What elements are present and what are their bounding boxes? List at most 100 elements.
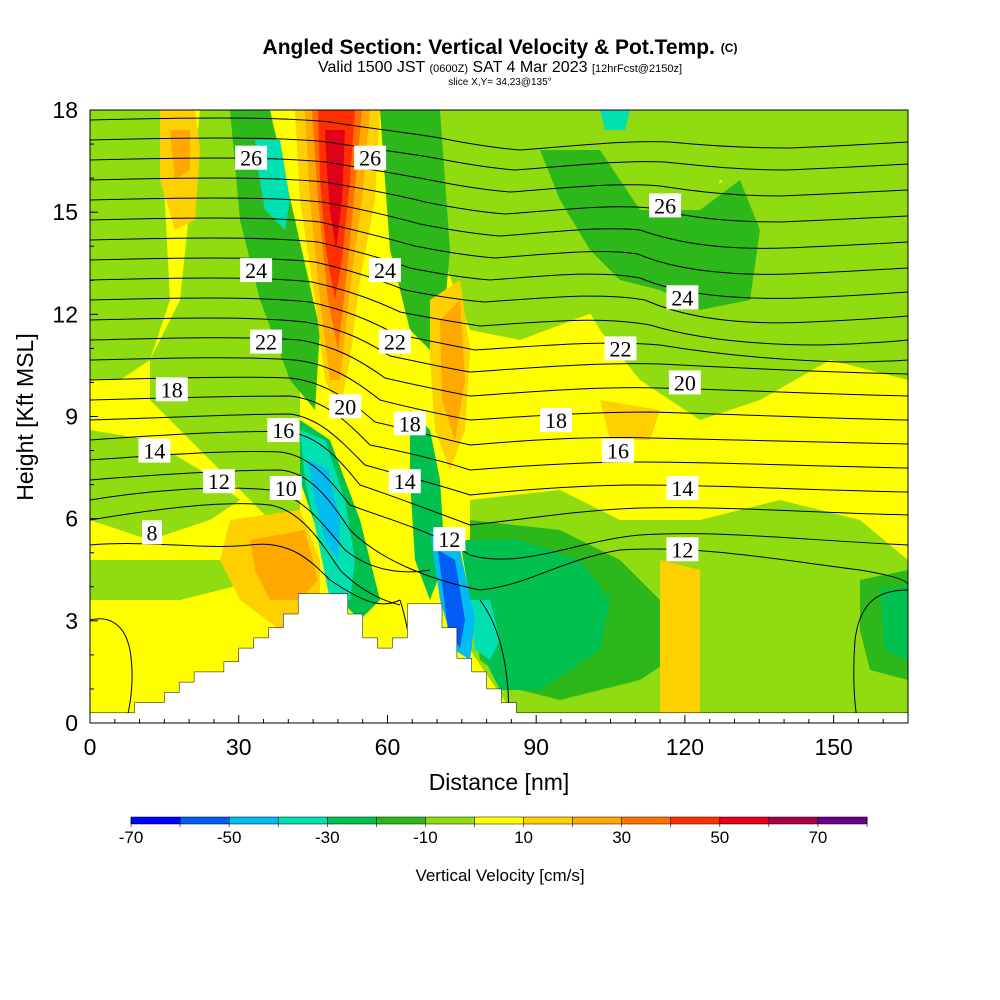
chart-title-block: Angled Section: Vertical Velocity & Pot.…	[0, 36, 1000, 88]
vv-region	[540, 150, 760, 310]
contour-label-box	[240, 258, 273, 283]
colorbar-tick-label: -30	[315, 828, 340, 847]
terrain	[90, 593, 908, 723]
y-tick-label: 6	[65, 506, 78, 532]
valid-time: Valid 1500 JST	[318, 59, 426, 76]
chart-title-text: Angled Section: Vertical Velocity & Pot.…	[262, 36, 715, 59]
contour-labels: 26 26 26 24 24 24 22 22 22 20 20 18 18 18 16 16 14 14 14 12…	[138, 145, 701, 562]
contour-label: 16	[267, 418, 300, 443]
vv-region	[90, 110, 170, 380]
contour-label: 12	[433, 527, 466, 552]
contour-label: 18	[155, 377, 188, 402]
contour-label-text: 18	[399, 411, 421, 436]
contour-label-text: 14	[394, 469, 416, 494]
contour-label-text: 8	[147, 520, 158, 545]
y-tick-label: 15	[52, 199, 78, 225]
contour-label-box	[393, 411, 426, 436]
theta-contour	[90, 317, 908, 375]
colorbar-tick-label: 10	[514, 828, 533, 847]
contour-label-box	[202, 469, 235, 494]
colorbar-tick-label: 30	[612, 828, 631, 847]
theta-contour	[90, 413, 908, 496]
y-tick-label: 9	[65, 404, 78, 430]
colorbar-swatch	[327, 817, 377, 824]
contour-label-box	[388, 469, 421, 494]
x-tick-label: 90	[523, 734, 549, 760]
contour-label-text: 26	[240, 146, 262, 171]
contour-label-text: 16	[272, 418, 294, 443]
contour-label-box	[138, 438, 171, 463]
contour-label-text: 14	[143, 439, 165, 464]
colorbar-swatch	[425, 817, 475, 824]
vv-region	[460, 540, 610, 690]
colorbar-swatch	[572, 817, 623, 824]
contour-label-box	[329, 394, 362, 419]
x-axis: 0 30 60 90 120 150	[84, 715, 884, 760]
colorbar-swatch	[376, 817, 426, 824]
y-tick-label: 12	[52, 301, 78, 327]
contour-label: 10	[269, 476, 302, 501]
theta-contour	[90, 137, 908, 171]
theta-contour	[90, 395, 908, 471]
contour-label: 26	[235, 145, 268, 171]
theta-contour	[90, 503, 401, 606]
theta-contour	[90, 177, 908, 223]
contour-label-box	[142, 520, 162, 545]
theta-contour	[90, 157, 908, 197]
contour-label-text: 18	[545, 408, 567, 433]
contour-label-box	[433, 527, 466, 552]
contour-label-text: 14	[671, 476, 693, 501]
theta-contour	[90, 431, 908, 526]
contour-label: 24	[666, 285, 699, 310]
contour-label-text: 22	[384, 330, 406, 355]
colorbar-swatch	[719, 817, 770, 824]
theta-contour	[90, 197, 908, 249]
vv-region	[170, 130, 190, 180]
vv-region	[600, 400, 660, 440]
contour-label-text: 18	[161, 377, 183, 402]
contour-label-box	[666, 537, 699, 562]
contour-label-box	[378, 329, 411, 354]
vv-region	[440, 300, 465, 440]
x-axis-label: Distance [nm]	[429, 769, 570, 795]
colorbar-swatch	[523, 817, 574, 824]
theta-contour	[90, 237, 908, 299]
contour-label-text: 12	[671, 537, 693, 562]
contour-label-text: 26	[654, 193, 676, 218]
valid-date: SAT 4 Mar 2023	[472, 59, 588, 76]
contour-label: 18	[393, 411, 426, 436]
contour-label: 22	[250, 329, 282, 355]
colorbar-swatch	[278, 817, 328, 824]
colorbar-swatch	[131, 817, 181, 824]
contour-label-box	[602, 438, 634, 463]
contour-label-text: 12	[208, 469, 230, 494]
vv-region	[470, 600, 500, 660]
contour-label-box	[369, 258, 401, 283]
theta-contour	[90, 543, 401, 605]
contour-label: 14	[138, 438, 171, 464]
contour-label-box	[250, 329, 282, 354]
contour-label-text: 12	[438, 527, 460, 552]
forecast-info: [12hrFcst@2150z]	[591, 63, 682, 75]
chart-subtitle: Valid 1500 JST (0600Z) SAT 4 Mar 2023 [1…	[0, 60, 1000, 77]
contour-label: 12	[202, 469, 235, 494]
contour-label: 14	[388, 469, 421, 494]
contour-label-text: 20	[674, 370, 696, 395]
theta-contour	[90, 487, 431, 573]
contour-label-text: 22	[255, 330, 277, 355]
contour-label-text: 16	[607, 439, 629, 464]
contour-label: 12	[666, 537, 699, 562]
contour-label-text: 10	[275, 476, 297, 501]
contour-label: 22	[604, 336, 637, 361]
colorbar-swatch	[180, 817, 230, 824]
contour-label-text: 24	[374, 258, 396, 283]
contour-label: 20	[329, 394, 362, 419]
y-tick-label: 18	[52, 97, 78, 123]
contour-label: 22	[378, 329, 411, 355]
x-tick-label: 60	[375, 734, 401, 760]
vv-region	[600, 110, 630, 130]
contour-label-box	[354, 145, 387, 170]
contour-label-box	[668, 370, 701, 395]
contour-label-box	[666, 285, 699, 310]
